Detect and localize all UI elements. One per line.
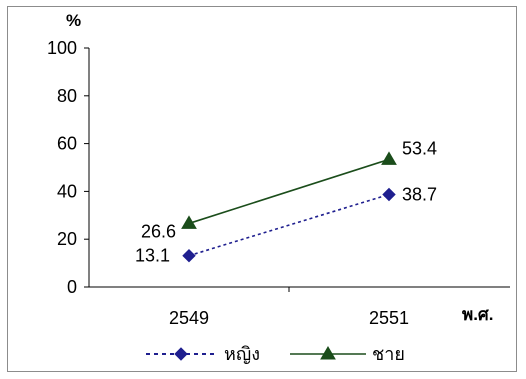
y-tick-label: 100 [47, 38, 77, 58]
chart-frame [7, 6, 517, 372]
x-tick-label: 2549 [169, 308, 209, 328]
data-point-marker [182, 248, 196, 263]
legend-marker-female [174, 347, 188, 361]
data-point-marker [181, 215, 197, 229]
data-label: 13.1 [135, 246, 170, 266]
legend-label-female: หญิง [224, 344, 260, 364]
legend-label-male: ชาย [372, 344, 405, 364]
legend: หญิง ชาย [146, 344, 405, 364]
y-tick-label: 80 [57, 86, 77, 106]
axes [84, 47, 510, 292]
data-label: 38.7 [402, 185, 437, 205]
series-group [181, 151, 397, 263]
data-point-marker [382, 187, 396, 202]
data-point-marker [381, 151, 397, 165]
y-tick-label: 20 [57, 229, 77, 249]
y-tick-label: 0 [67, 277, 77, 297]
data-label: 26.6 [141, 221, 176, 241]
legend-marker-male [320, 346, 336, 360]
series-line-female [188, 193, 390, 257]
y-axis-label: % [66, 11, 81, 30]
data-label: 53.4 [402, 138, 437, 158]
x-axis-label: พ.ศ. [462, 305, 493, 324]
y-tick-label: 60 [57, 134, 77, 154]
x-tick-label: 2551 [369, 308, 409, 328]
data-labels: 13.1 38.7 26.6 53.4 [135, 138, 437, 265]
y-tick-labels: 0 20 40 60 80 100 [47, 38, 77, 297]
y-tick-label: 40 [57, 181, 77, 201]
series-line-male [188, 158, 390, 225]
x-tick-labels: 2549 2551 [169, 308, 409, 328]
